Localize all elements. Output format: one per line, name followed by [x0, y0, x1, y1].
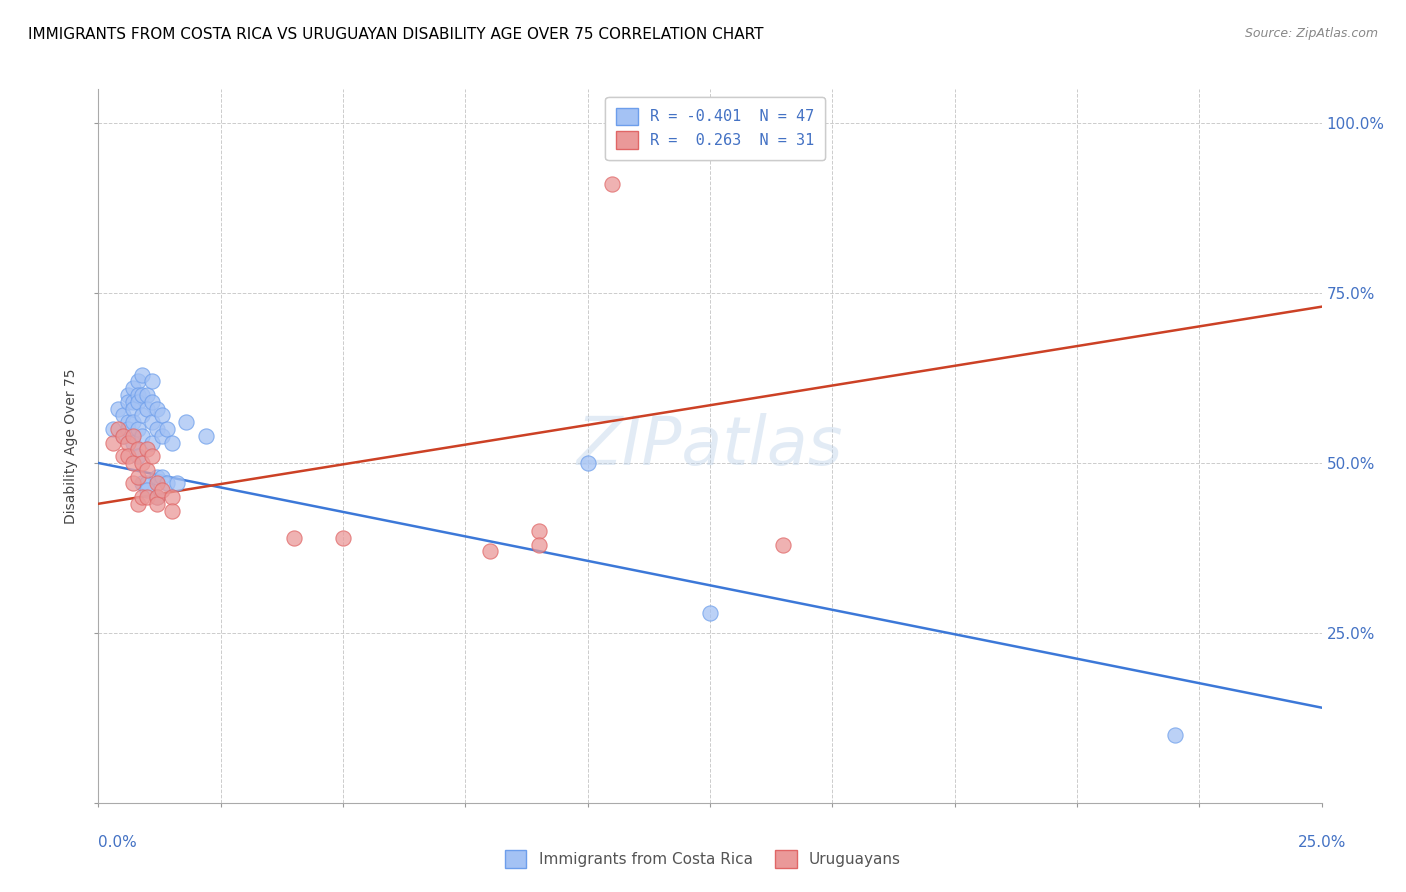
Point: [146, 401, 169, 416]
Point: [141, 415, 163, 429]
Point: [146, 422, 169, 436]
Point: [117, 394, 139, 409]
Point: [131, 456, 153, 470]
Point: [117, 422, 139, 436]
Point: [283, 531, 305, 545]
Legend: R = -0.401  N = 47, R =  0.263  N = 31: R = -0.401 N = 47, R = 0.263 N = 31: [606, 97, 825, 160]
Point: [117, 435, 139, 450]
Point: [127, 469, 149, 483]
Point: [195, 429, 218, 443]
Point: [160, 490, 183, 504]
Point: [332, 531, 354, 545]
Point: [146, 476, 169, 491]
Point: [127, 394, 149, 409]
Point: [131, 429, 153, 443]
Point: [121, 429, 143, 443]
Point: [121, 456, 143, 470]
Text: IMMIGRANTS FROM COSTA RICA VS URUGUAYAN DISABILITY AGE OVER 75 CORRELATION CHART: IMMIGRANTS FROM COSTA RICA VS URUGUAYAN …: [28, 27, 763, 42]
Point: [527, 537, 550, 551]
Point: [150, 469, 173, 483]
Point: [127, 422, 149, 436]
Point: [150, 483, 173, 498]
Point: [136, 490, 159, 504]
Legend: Immigrants from Costa Rica, Uruguayans: Immigrants from Costa Rica, Uruguayans: [498, 843, 908, 875]
Point: [101, 422, 124, 436]
Point: [699, 606, 721, 620]
Point: [121, 435, 143, 450]
Point: [111, 409, 134, 423]
Point: [478, 544, 501, 558]
Point: [107, 422, 129, 436]
Point: [160, 503, 183, 517]
Point: [141, 394, 163, 409]
Point: [150, 429, 173, 443]
Point: [117, 449, 139, 463]
Point: [136, 463, 159, 477]
Point: [131, 388, 153, 402]
Y-axis label: Disability Age Over 75: Disability Age Over 75: [65, 368, 79, 524]
Point: [141, 375, 163, 389]
Point: [127, 388, 149, 402]
Point: [127, 442, 149, 457]
Point: [176, 415, 198, 429]
Point: [127, 497, 149, 511]
Text: Source: ZipAtlas.com: Source: ZipAtlas.com: [1244, 27, 1378, 40]
Point: [136, 483, 159, 498]
Point: [121, 415, 143, 429]
Point: [772, 537, 794, 551]
Point: [146, 469, 169, 483]
Point: [127, 375, 149, 389]
Point: [166, 476, 188, 491]
Point: [1164, 728, 1187, 742]
Point: [121, 394, 143, 409]
Point: [101, 435, 124, 450]
Point: [111, 449, 134, 463]
Text: 25.0%: 25.0%: [1298, 835, 1346, 850]
Point: [150, 409, 173, 423]
Text: ZIPatlas: ZIPatlas: [576, 413, 844, 479]
Point: [136, 388, 159, 402]
Point: [131, 368, 153, 382]
Point: [131, 409, 153, 423]
Point: [131, 476, 153, 491]
Point: [141, 449, 163, 463]
Point: [117, 415, 139, 429]
Point: [136, 401, 159, 416]
Point: [121, 401, 143, 416]
Point: [136, 442, 159, 457]
Point: [156, 422, 179, 436]
Point: [146, 497, 169, 511]
Point: [136, 476, 159, 491]
Point: [121, 381, 143, 395]
Point: [131, 490, 153, 504]
Point: [117, 388, 139, 402]
Point: [127, 449, 149, 463]
Point: [111, 429, 134, 443]
Point: [107, 401, 129, 416]
Point: [576, 456, 599, 470]
Point: [527, 524, 550, 538]
Point: [121, 476, 143, 491]
Point: [146, 490, 169, 504]
Point: [160, 435, 183, 450]
Point: [111, 429, 134, 443]
Point: [146, 490, 169, 504]
Text: 0.0%: 0.0%: [98, 835, 138, 850]
Point: [156, 476, 179, 491]
Point: [141, 435, 163, 450]
Point: [600, 178, 623, 192]
